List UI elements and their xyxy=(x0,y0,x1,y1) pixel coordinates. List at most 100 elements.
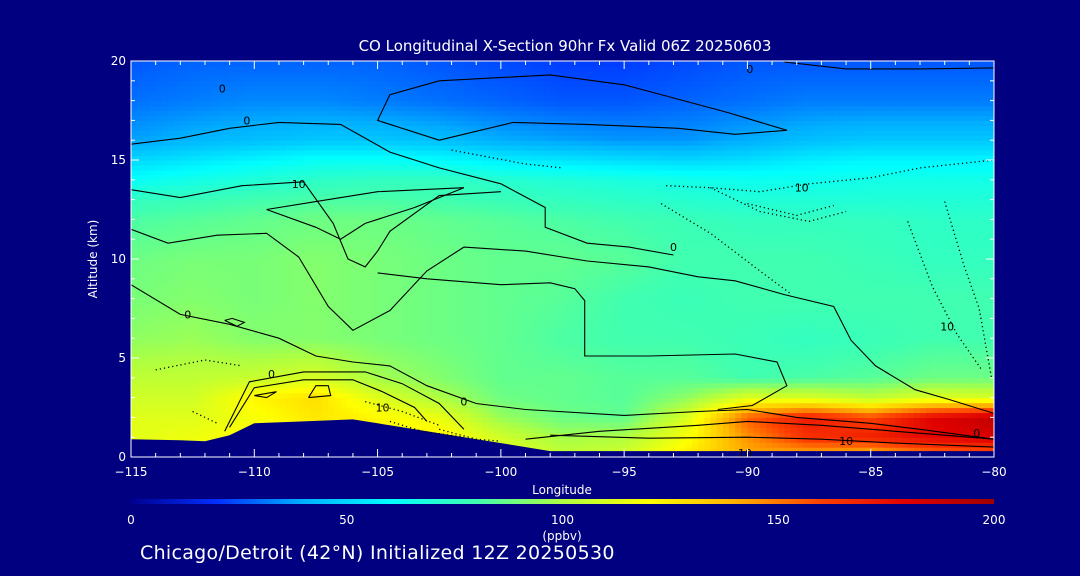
field-cell xyxy=(778,372,786,379)
field-cell xyxy=(950,328,958,334)
field-cell xyxy=(624,362,631,369)
field-cell xyxy=(500,382,508,389)
field-cell xyxy=(852,313,859,319)
field-cell xyxy=(445,348,453,354)
field-cell xyxy=(648,343,656,349)
field-cell xyxy=(815,283,822,290)
field-cell xyxy=(944,333,952,339)
field-cell xyxy=(975,407,983,414)
field-cell xyxy=(137,427,144,433)
field-cell xyxy=(821,288,829,295)
field-cell xyxy=(285,318,292,324)
field-cell xyxy=(537,353,545,359)
field-cell xyxy=(297,412,305,418)
field-cell xyxy=(414,328,422,334)
field-cell xyxy=(513,372,520,379)
field-cell xyxy=(679,313,687,319)
field-cell xyxy=(143,333,151,339)
field-cell xyxy=(556,387,564,394)
field-cell xyxy=(562,437,570,443)
field-cell xyxy=(525,338,533,344)
field-cell xyxy=(544,303,551,310)
field-cell xyxy=(950,387,958,394)
field-cell xyxy=(864,288,872,295)
field-cell xyxy=(741,343,749,349)
field-cell xyxy=(155,303,163,310)
field-cell xyxy=(981,288,989,295)
field-cell xyxy=(531,417,539,423)
field-cell xyxy=(186,427,194,433)
field-cell xyxy=(562,377,570,384)
field-cell xyxy=(704,362,712,369)
field-cell xyxy=(155,407,163,414)
field-cell xyxy=(759,358,767,364)
field-cell xyxy=(229,333,237,339)
field-cell xyxy=(346,353,354,359)
field-cell xyxy=(285,402,292,409)
field-cell xyxy=(889,328,896,334)
field-cell xyxy=(796,382,804,389)
field-cell xyxy=(957,283,964,290)
field-cell xyxy=(537,283,545,290)
field-cell xyxy=(266,367,274,374)
field-cell xyxy=(790,437,798,443)
field-cell xyxy=(944,313,952,319)
field-cell xyxy=(402,362,409,369)
field-cell xyxy=(198,338,206,344)
field-cell xyxy=(920,432,927,438)
field-cell xyxy=(470,372,477,379)
field-cell xyxy=(556,362,564,369)
field-cell xyxy=(593,412,601,418)
field-cell xyxy=(161,278,169,285)
field-cell xyxy=(932,283,940,290)
field-cell xyxy=(698,367,705,374)
field-cell xyxy=(556,447,564,453)
field-cell xyxy=(809,328,816,334)
field-cell xyxy=(180,422,188,428)
field-cell xyxy=(285,303,292,310)
field-cell xyxy=(346,407,354,414)
field-cell xyxy=(383,293,391,300)
field-cell xyxy=(174,427,181,433)
field-cell xyxy=(303,293,311,300)
field-cell xyxy=(143,372,151,379)
field-cell xyxy=(211,397,218,404)
field-cell xyxy=(759,343,767,349)
field-cell xyxy=(630,318,638,324)
field-cell xyxy=(957,323,964,329)
field-cell xyxy=(944,427,952,433)
field-cell xyxy=(383,417,391,423)
field-cell xyxy=(217,348,225,354)
field-cell xyxy=(907,437,915,443)
field-cell xyxy=(420,358,428,364)
field-cell xyxy=(272,348,280,354)
field-cell xyxy=(895,303,903,310)
field-cell xyxy=(315,348,323,354)
field-cell xyxy=(938,353,946,359)
field-cell xyxy=(920,353,927,359)
field-cell xyxy=(765,387,773,394)
field-cell xyxy=(981,323,989,329)
field-cell xyxy=(685,283,693,290)
field-cell xyxy=(969,323,977,329)
field-cell xyxy=(476,422,483,428)
field-cell xyxy=(568,283,576,290)
field-cell xyxy=(747,422,755,428)
field-cell xyxy=(260,372,268,379)
field-cell xyxy=(328,288,336,295)
field-cell xyxy=(340,392,348,399)
field-cell xyxy=(907,338,915,344)
field-cell xyxy=(587,377,594,384)
field-cell xyxy=(821,293,829,300)
field-cell xyxy=(685,293,693,300)
field-cell xyxy=(223,328,231,334)
field-cell xyxy=(383,372,391,379)
field-cell xyxy=(815,293,822,300)
field-cell xyxy=(488,283,496,290)
field-cell xyxy=(691,387,699,394)
field-cell xyxy=(889,417,896,423)
field-cell xyxy=(753,382,761,389)
field-cell xyxy=(710,323,718,329)
field-cell xyxy=(815,303,822,310)
field-cell xyxy=(186,358,194,364)
